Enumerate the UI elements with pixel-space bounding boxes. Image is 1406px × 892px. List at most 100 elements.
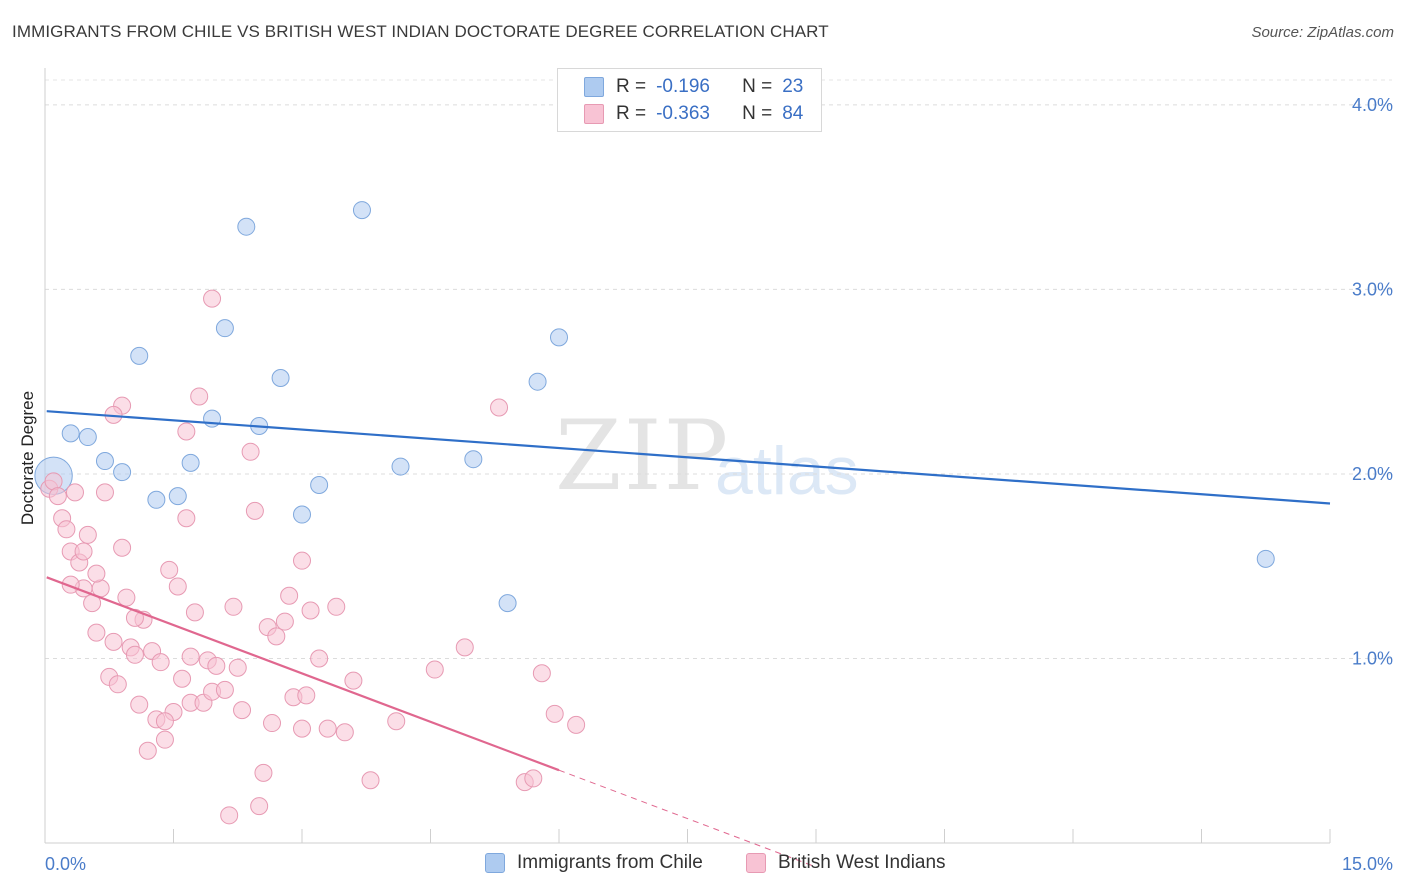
legend-swatch-bwi (584, 104, 604, 124)
bwi-point (293, 719, 311, 738)
bwi-point (181, 647, 200, 666)
bwi-point (207, 656, 226, 675)
bwi-point (344, 671, 363, 690)
chile-point (352, 201, 371, 220)
watermark-zip: ZIP (555, 400, 731, 512)
bwi-point (78, 525, 97, 544)
stats-legend: R = -0.196 N = 23 R = -0.363 N = 84 (557, 68, 822, 132)
y-tick-label: 4.0% (1352, 95, 1393, 115)
bwi-point (104, 632, 123, 651)
chile-point (498, 594, 517, 613)
bwi-point (532, 664, 551, 683)
bwi-point (57, 520, 76, 539)
bwi-point (74, 542, 93, 561)
bwi-point (113, 538, 132, 557)
chile-point (113, 463, 132, 482)
legend-r-label: R = (616, 76, 647, 97)
bwi-point (263, 714, 282, 733)
bwi-trend-line (46, 576, 560, 772)
bwi-point (425, 660, 444, 679)
bwi-point (155, 730, 174, 749)
chile-point (528, 372, 547, 391)
chile-point (1256, 549, 1275, 568)
bwi-point (327, 597, 346, 616)
chile-point (147, 490, 166, 509)
series-swatch-bwi (746, 853, 766, 873)
series-legend-bwi[interactable]: British West Indians (746, 852, 946, 874)
legend-row-bwi: R = -0.363 N = 84 (584, 102, 803, 126)
watermark-atlas: atlas (715, 433, 859, 509)
bwi-point (220, 806, 239, 825)
chile-point (391, 457, 410, 476)
legend-n-value: 23 (782, 76, 804, 97)
x-tick-label: 15.0% (1342, 854, 1393, 874)
bwi-point (117, 588, 136, 607)
chile-point (215, 319, 234, 338)
bwi-point (301, 601, 320, 620)
chile-point (310, 476, 329, 495)
chile-point (237, 217, 256, 236)
chile-trend-line (46, 410, 1331, 505)
bwi-point (168, 577, 187, 596)
y-tick-label: 2.0% (1352, 464, 1393, 484)
bwi-point (280, 586, 299, 605)
bwi-point (138, 741, 157, 760)
bwi-point (245, 501, 264, 520)
bwi-point (215, 680, 234, 699)
bwi-point (524, 769, 543, 788)
legend-n-label: N = (742, 76, 773, 97)
chile-point (78, 428, 97, 447)
bwi-point (87, 564, 106, 583)
chile-point (464, 450, 483, 469)
bwi-point (155, 712, 174, 731)
chile-point (293, 505, 311, 524)
bwi-point (275, 612, 294, 631)
bwi-point (173, 669, 192, 688)
chile-point (271, 369, 290, 387)
bwi-point (95, 483, 114, 502)
bwi-point (87, 623, 106, 642)
series-label-bwi: British West Indians (778, 852, 946, 873)
bwi-point (185, 603, 204, 622)
chile-point (168, 487, 187, 506)
bwi-point (130, 695, 149, 714)
bwi-point (545, 704, 564, 723)
bwi-point (108, 675, 127, 694)
bwi-point (48, 487, 67, 506)
x-tick-label: 0.0% (45, 854, 86, 874)
bwi-point (125, 645, 144, 664)
bwi-point (65, 483, 84, 502)
bwi-point (151, 653, 170, 672)
chile-point (61, 424, 80, 443)
bwi-point (297, 686, 316, 705)
chile-point (130, 346, 149, 365)
bwi-point (228, 658, 247, 677)
legend-r-value: -0.196 (656, 76, 710, 97)
legend-r-value: -0.363 (656, 103, 710, 124)
bwi-point (567, 715, 586, 734)
series-legend-chile[interactable]: Immigrants from Chile (485, 852, 703, 874)
bwi-point (177, 509, 196, 528)
bwi-point (241, 442, 260, 461)
legend-n-label: N = (742, 103, 773, 124)
legend-n-value: 84 (782, 103, 804, 124)
bwi-point (318, 719, 337, 738)
bwi-point (310, 649, 329, 668)
bwi-point (335, 723, 354, 742)
bwi-point (190, 387, 209, 406)
bwi-point (455, 638, 474, 657)
y-tick-label: 1.0% (1352, 648, 1393, 668)
bwi-point (177, 422, 196, 441)
bwi-point (293, 551, 311, 570)
chile-point (550, 328, 568, 347)
bwi-point (250, 797, 269, 816)
bwi-point (267, 627, 286, 646)
source-credit: Source: ZipAtlas.com (1251, 24, 1394, 41)
chile-point (95, 452, 114, 471)
bwi-point (233, 701, 252, 720)
bwi-point (490, 398, 509, 417)
bwi-point (203, 289, 222, 308)
legend-r-label: R = (616, 103, 647, 124)
bwi-point (160, 560, 179, 579)
